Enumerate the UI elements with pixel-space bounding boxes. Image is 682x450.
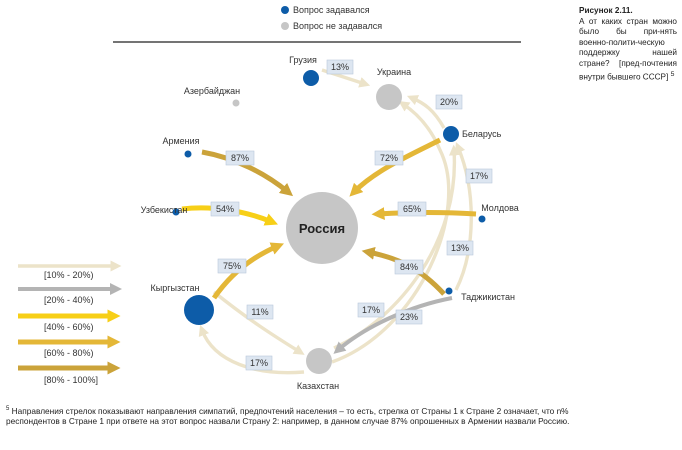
node-kazakhstan [306,348,332,374]
pct-box-georgia-ukraine: 13% [326,59,354,75]
pct-box-kazakhstan-kyrgyzstan: 17% [245,355,273,371]
legend-asked-label: Вопрос задавался [293,5,370,15]
pct-box-belarus-ukraine: 20% [435,94,463,110]
svg-text:20%: 20% [440,97,458,107]
node-moldova [478,215,486,223]
range-legend: [10% - 20%) [20% - 40%) [40% - 60%) [60%… [18,260,122,385]
svg-text:75%: 75% [223,261,241,271]
label-belarus: Беларусь [462,129,502,139]
pct-box-uzbekistan-russia: 54% [210,201,240,217]
legend-range-40-60: [40% - 60%) [44,322,94,332]
arrow-kazakhstan-kyrgyzstan [198,324,305,375]
node-tajikistan [445,287,453,295]
svg-text:72%: 72% [380,153,398,163]
arrow-kyrgyzstan-kazakhstan [212,290,305,355]
node-georgia [303,70,319,86]
footnote-mark: 5 [6,406,10,412]
arrow-moldova-russia [371,207,477,221]
pct-box-armenia-russia: 87% [225,150,255,166]
label-azerbaijan: Азербайджан [184,86,240,96]
label-ukraine: Украина [377,67,411,77]
node-azerbaijan [232,99,240,107]
legend-range-80-100: [80% - 100%] [44,375,98,385]
node-legend: Вопрос задавался Вопрос не задавался [281,5,382,31]
svg-text:17%: 17% [470,171,488,181]
arrow-belarus-russia [349,137,442,197]
footnote-text: Направления стрелок показывают направлен… [6,405,570,427]
pct-box-kyrgyzstan-kazakhstan: 11% [246,304,274,320]
svg-text:17%: 17% [250,358,268,368]
node-uzbekistan [172,208,180,216]
pct-box-tajikistan-kazakhstan: 23% [395,309,423,325]
label-kazakhstan: Казахстан [297,381,339,391]
pct-box-belarus-russia: 72% [374,150,404,166]
svg-text:84%: 84% [400,262,418,272]
svg-text:11%: 11% [251,307,268,317]
pct-box-tajikistan-belarus: 17% [465,168,493,184]
label-armenia: Армения [162,136,199,146]
node-russia [286,192,358,264]
node-armenia [184,150,192,158]
arrow-tajikistan-belarus [454,141,473,291]
legend-range-60-80: [60% - 80%) [44,348,94,358]
legend-range-10-20: [10% - 20%) [44,270,94,280]
node-kyrgyzstan [184,295,214,325]
figure-caption: Рисунок 2.11. А от каких стран можно был… [579,6,677,83]
svg-text:65%: 65% [403,204,421,214]
svg-text:54%: 54% [216,204,234,214]
label-tajikistan: Таджикистан [461,292,515,302]
arrow-tajikistan-kazakhstan [333,296,453,354]
pct-box-kazakhstan-ukraine: 17% [357,302,385,318]
legend-not-asked-dot [281,22,289,30]
node-ukraine [376,84,402,110]
caption-footnote-mark: 5 [670,70,675,78]
figure-description: А от каких стран можно было бы при-нять … [579,16,677,82]
pct-box-tajikistan-russia: 84% [394,259,424,275]
legend-range-20-40: [20% - 40%) [44,295,94,305]
arrow-belarus-ukraine [406,95,446,129]
svg-text:17%: 17% [362,305,380,315]
label-uzbekistan: Узбекистан [141,205,188,215]
node-belarus [443,126,459,142]
legend-asked-dot [281,6,289,14]
svg-text:87%: 87% [231,153,249,163]
svg-text:23%: 23% [400,312,418,322]
label-georgia: Грузия [289,55,317,65]
arrow-armenia-russia [201,149,294,197]
footnote: 5 Направления стрелок показывают направл… [6,404,576,427]
svg-text:13%: 13% [451,243,469,253]
pct-box-kazakhstan-belarus: 13% [446,240,474,256]
label-kyrgyzstan: Кыргызстан [151,283,200,293]
pct-box-moldova-russia: 65% [397,201,427,217]
arrow-kazakhstan-ukraine [331,100,451,364]
pct-box-kyrgyzstan-russia: 75% [217,258,247,274]
label-moldova: Молдова [481,203,519,213]
legend-not-asked-label: Вопрос не задавался [293,21,382,31]
node-russia-label: Россия [299,221,345,236]
figure-title: Рисунок 2.11. [579,6,633,15]
svg-text:13%: 13% [331,62,349,72]
